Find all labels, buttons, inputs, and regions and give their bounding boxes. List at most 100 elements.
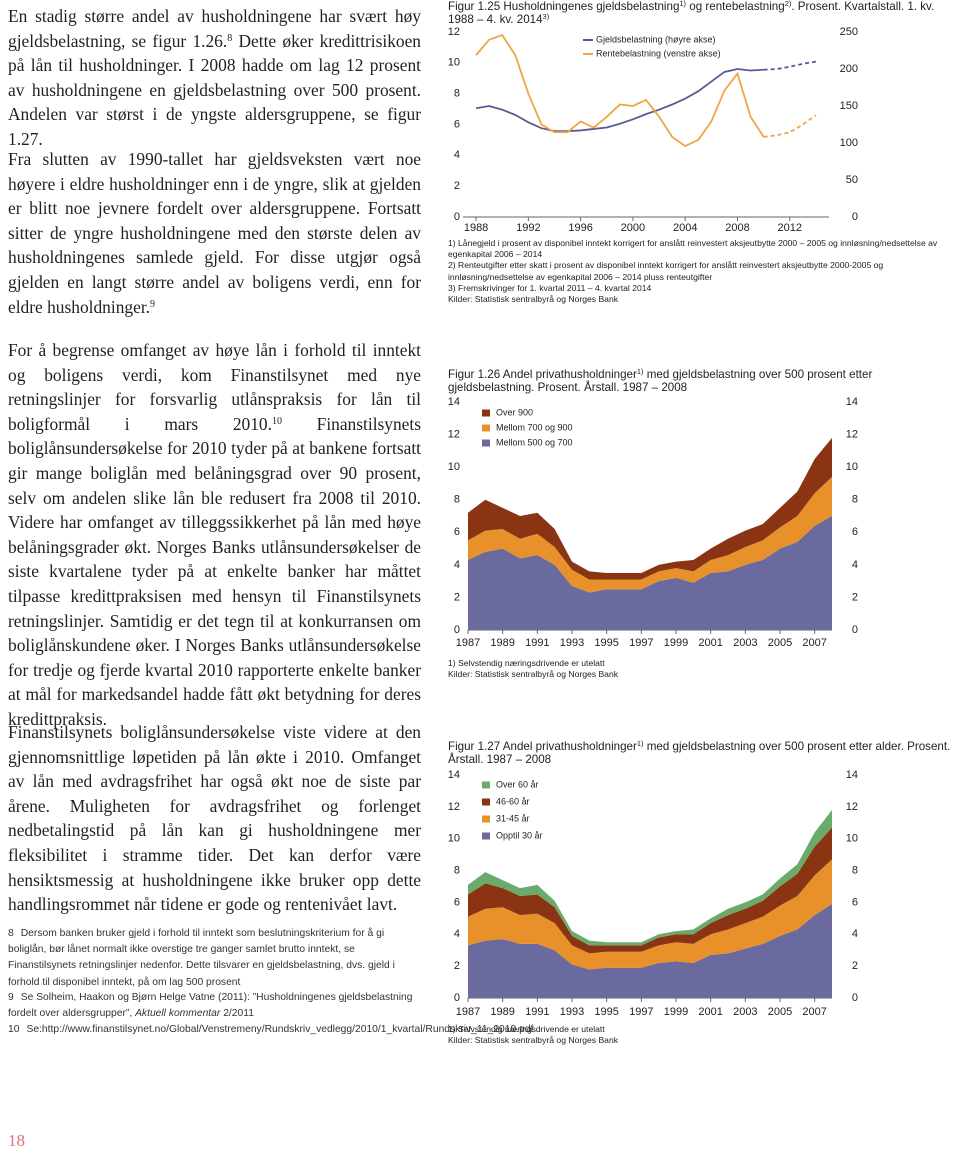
x-tick-label: 2001 <box>698 637 722 649</box>
text-run: med gjeldsbelastning over 500 prosent et… <box>448 740 951 766</box>
x-tick-label: 1999 <box>664 637 688 649</box>
y2-tick-label: 10 <box>846 833 858 845</box>
page-number: 18 <box>8 1131 25 1150</box>
y-tick-label: 12 <box>448 801 460 813</box>
paragraph: Fra slutten av 1990-tallet har gjeldsvek… <box>8 147 421 319</box>
y2-tick-label: 2 <box>852 591 858 603</box>
chart-note: 1) Lånegjeld i prosent av disponibel inn… <box>448 238 938 260</box>
y2-tick-label: 4 <box>852 559 858 571</box>
y2-tick-label: 0 <box>852 211 858 223</box>
y2-tick-label: 8 <box>852 494 858 506</box>
y2-tick-label: 14 <box>846 769 858 781</box>
legend-label: Rentebelastning (venstre akse) <box>596 48 721 58</box>
y2-tick-label: 12 <box>846 428 858 440</box>
y2-tick-label: 0 <box>852 992 858 1004</box>
y-tick-label: 10 <box>448 461 460 473</box>
x-tick-label: 1991 <box>525 1006 549 1018</box>
chart-title: Figur 1.27 Andel privathusholdninger1) m… <box>448 740 953 766</box>
superscript: 1) <box>679 0 687 8</box>
footnote: 9 Se Solheim, Haakon og Bjørn Helge Vatne… <box>8 990 424 1022</box>
chart: 0 2 4 6 8 10 12 14 0 2 4 6 8 10 12 14 1987 1989 1991 1993 19… <box>448 769 858 1018</box>
area <box>468 516 832 630</box>
x-tick-label: 1988 <box>464 222 488 234</box>
chart-notes: 1) Lånegjeld i prosent av disponibel inn… <box>448 238 953 305</box>
chart-title: Figur 1.25 Husholdningenes gjeldsbelastn… <box>448 0 953 26</box>
legend-label: Opptil 30 år <box>496 830 543 840</box>
text-run: Se Solheim, Haakon og Bjørn Helge Vatne … <box>8 992 413 1020</box>
superscript: 9 <box>150 298 155 310</box>
paragraph: Finanstilsynets boliglånsundersøkelse vi… <box>8 720 421 917</box>
x-tick-label: 1995 <box>594 1006 618 1018</box>
x-tick-label: 1999 <box>664 1006 688 1018</box>
y2-tick-label: 6 <box>852 896 858 908</box>
text-run: Figur 1.26 Andel privathusholdninger <box>448 368 637 381</box>
y-tick-label: 10 <box>448 833 460 845</box>
forecast-line <box>763 114 817 138</box>
legend-swatch <box>482 832 490 840</box>
x-tick-label: 1993 <box>560 1006 584 1018</box>
y-tick-label: 4 <box>454 928 460 940</box>
legend-label: Mellom 500 og 700 <box>496 437 573 447</box>
y-tick-label: 10 <box>448 57 460 69</box>
area <box>468 827 832 954</box>
chart-note: 2) Renteutgifter etter skatt i prosent a… <box>448 260 884 282</box>
legend-swatch <box>482 781 490 789</box>
y-tick-label: 2 <box>454 591 460 603</box>
chart-note: 3) Fremskrivinger for 1. kvartal 2011 – … <box>448 282 652 293</box>
text-run: Dette øker kredittrisikoen på lån til hu… <box>8 30 421 149</box>
legend-label: Over 900 <box>496 407 533 417</box>
legend-label: 31-45 år <box>496 813 530 823</box>
x-tick-label: 2001 <box>698 1006 722 1018</box>
x-tick-label: 1997 <box>629 1006 653 1018</box>
y2-tick-label: 8 <box>852 864 858 876</box>
paragraph: For å begrense omfanget av høye lån i fo… <box>8 338 421 732</box>
line <box>475 68 764 133</box>
text-run: . Prosent. Kvartalstall. 1. kv. 1988 – 4… <box>448 0 935 26</box>
y2-tick-label: 100 <box>840 137 858 149</box>
x-tick-label: 1987 <box>456 1006 480 1018</box>
area <box>468 904 832 998</box>
area <box>468 476 832 593</box>
footnote-number: 10 <box>8 1024 20 1035</box>
superscript: 10 <box>271 415 282 427</box>
y2-tick-label: 200 <box>840 63 858 75</box>
text-run: 2/2011 <box>220 1008 254 1020</box>
chart-note: 1) Selvstendig næringsdrivende er utelat… <box>448 658 605 668</box>
chart-note: 1) Selvstendig næringsdrivende er utelat… <box>448 1024 605 1034</box>
x-tick-label: 2003 <box>733 1006 757 1018</box>
legend-swatch <box>482 798 490 806</box>
y2-tick-label: 2 <box>852 960 858 972</box>
y2-tick-label: 10 <box>846 461 858 473</box>
y-tick-label: 0 <box>454 624 460 636</box>
legend-swatch <box>482 439 490 447</box>
x-tick-label: 2005 <box>768 637 792 649</box>
x-tick-label: 1993 <box>560 637 584 649</box>
chart-note: Kilder: Statistisk sentralbyrå og Norges… <box>448 1035 619 1046</box>
y2-tick-label: 12 <box>846 801 858 813</box>
text-run: med gjeldsbelastning over 500 prosent et… <box>448 368 873 394</box>
y-tick-label: 6 <box>454 526 460 538</box>
y2-tick-label: 50 <box>846 174 858 186</box>
chart-note: Kilder: Statistisk sentralbyrå og Norges… <box>448 294 619 305</box>
area <box>468 437 832 580</box>
paragraph: En stadig større andel av husholdningene… <box>8 4 421 152</box>
legend-label: Gjeldsbelastning (høyre akse) <box>596 34 716 44</box>
x-tick-label: 1989 <box>490 637 514 649</box>
x-tick-label: 1992 <box>516 222 540 234</box>
text-run: Se:http://www.finanstilsynet.no/Global/V… <box>26 1024 534 1035</box>
y-tick-label: 2 <box>454 960 460 972</box>
x-tick-label: 2012 <box>778 222 802 234</box>
y-tick-label: 0 <box>454 992 460 1004</box>
x-tick-label: 1997 <box>629 637 653 649</box>
y-tick-label: 8 <box>454 864 460 876</box>
footnote: 8 Dersom banken bruker gjeld i forhold ti… <box>8 926 424 991</box>
text-run: Fra slutten av 1990-tallet har gjeldsvek… <box>8 149 421 317</box>
legend-label: 46-60 år <box>496 796 530 806</box>
legend-swatch <box>482 815 490 823</box>
x-tick-label: 2003 <box>733 637 757 649</box>
superscript: 2) <box>784 0 792 8</box>
footnote-number: 9 <box>8 992 14 1003</box>
superscript: 8 <box>227 32 233 44</box>
x-tick-label: 1995 <box>594 637 618 649</box>
